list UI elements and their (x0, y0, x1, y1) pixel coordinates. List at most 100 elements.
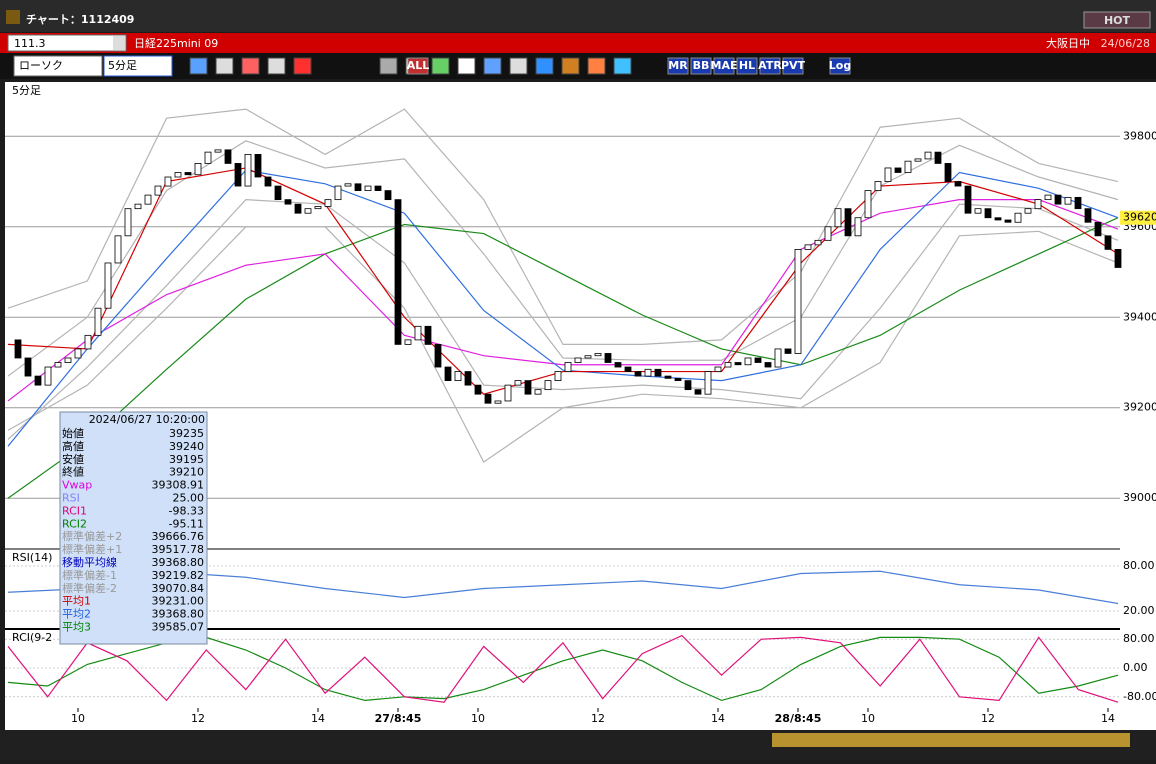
toolbar-icon[interactable] (215, 57, 234, 75)
candle (534, 389, 542, 395)
toolbar-icon[interactable] (483, 57, 502, 75)
toolbar-button-label[interactable]: ATR (758, 59, 782, 72)
symbol-bar (0, 33, 1156, 53)
candle (304, 208, 312, 214)
candle (574, 357, 582, 363)
toolbar-icon[interactable] (379, 57, 398, 75)
candle (1004, 219, 1012, 223)
candle (554, 371, 562, 382)
candle (614, 362, 622, 368)
candle (154, 185, 162, 196)
toolbar-icon[interactable] (587, 57, 606, 75)
toolbar-icon[interactable] (535, 57, 554, 75)
chart-type-select[interactable] (13, 55, 103, 77)
candle (464, 371, 472, 386)
candle (204, 151, 212, 164)
candle (374, 185, 382, 191)
candle (134, 203, 142, 210)
candle (604, 353, 612, 363)
toolbar-button-label[interactable]: MAE (711, 59, 738, 72)
toolbar-icon[interactable] (457, 57, 476, 75)
candle (494, 400, 502, 404)
candle (164, 176, 172, 187)
code-dropdown[interactable] (113, 36, 125, 50)
toolbar-icon[interactable] (613, 57, 632, 75)
candle (484, 393, 492, 404)
toolbar-button-label[interactable]: HL (739, 59, 755, 72)
candle (1044, 194, 1052, 201)
candle (104, 262, 112, 309)
toolbar-button-label[interactable]: Log (829, 59, 851, 72)
candle (144, 194, 152, 205)
info-value: 39195 (169, 453, 204, 466)
candle (804, 244, 812, 250)
x-axis-area (5, 708, 1156, 730)
candle (74, 348, 82, 359)
toolbar-button[interactable] (782, 57, 804, 75)
interval-select[interactable] (103, 55, 173, 77)
info-value: 39308.91 (152, 479, 205, 492)
toolbar-icon[interactable] (509, 57, 528, 75)
x-tick-label: 12 (591, 712, 605, 725)
candle (1094, 221, 1102, 237)
toolbar-icon[interactable] (241, 57, 260, 75)
toolbar-button-label[interactable]: BB (693, 59, 710, 72)
toolbar-button[interactable] (759, 57, 781, 75)
toolbar-icon[interactable] (293, 57, 312, 75)
toolbar-button[interactable] (407, 57, 429, 75)
toolbar-button-label[interactable]: MR (668, 59, 688, 72)
candle (1104, 235, 1112, 250)
candle (64, 357, 72, 363)
info-label: RSI (62, 492, 80, 505)
x-tick-label: 12 (191, 712, 205, 725)
candle (704, 371, 712, 395)
candle (404, 339, 412, 345)
candle (184, 172, 192, 176)
candle (454, 371, 462, 382)
candle (274, 185, 282, 201)
info-value: 39070.84 (152, 582, 205, 595)
info-value: 25.00 (173, 492, 205, 505)
candle (854, 217, 862, 237)
toolbar-button[interactable] (713, 57, 735, 75)
toolbar-icon[interactable] (189, 57, 208, 75)
hot-label[interactable]: HOT (1104, 14, 1131, 27)
candle (594, 353, 602, 357)
candle (424, 325, 432, 345)
candle (124, 208, 132, 237)
symbol-name: 日経225mini 09 (134, 37, 218, 50)
toolbar-icon[interactable] (267, 57, 286, 75)
candle (414, 325, 422, 341)
candle (964, 185, 972, 214)
toolbar-button[interactable] (690, 57, 712, 75)
candle (654, 368, 662, 377)
candle (694, 389, 702, 395)
code-input[interactable] (7, 34, 127, 52)
rci1-line (7, 634, 1119, 703)
candle (314, 206, 322, 210)
title-bar (0, 0, 1156, 32)
price-panel-label: 5分足 (12, 84, 41, 97)
candle (54, 362, 62, 368)
toolbar-icon[interactable] (561, 57, 580, 75)
scroll-thumb[interactable] (772, 733, 1130, 747)
info-value: 39666.76 (152, 530, 205, 543)
candle (864, 190, 872, 219)
toolbar-button[interactable] (667, 57, 689, 75)
info-value: -95.11 (169, 517, 204, 530)
toolbar-button[interactable] (736, 57, 758, 75)
toolbar-button[interactable] (829, 57, 851, 75)
candle (934, 151, 942, 164)
hot-button[interactable] (1083, 11, 1151, 29)
candle (794, 248, 802, 354)
toolbar-button-label[interactable]: ALL (407, 59, 430, 72)
toolbar-icon[interactable] (431, 57, 450, 75)
toolbar-button-label[interactable]: PVT (781, 59, 806, 72)
candle (284, 199, 292, 205)
candle (254, 153, 262, 178)
info-value: 39585.07 (152, 621, 205, 634)
y-tick-label: 39000 (1123, 491, 1156, 504)
candle (904, 160, 912, 173)
info-label: RCI2 (62, 517, 87, 530)
